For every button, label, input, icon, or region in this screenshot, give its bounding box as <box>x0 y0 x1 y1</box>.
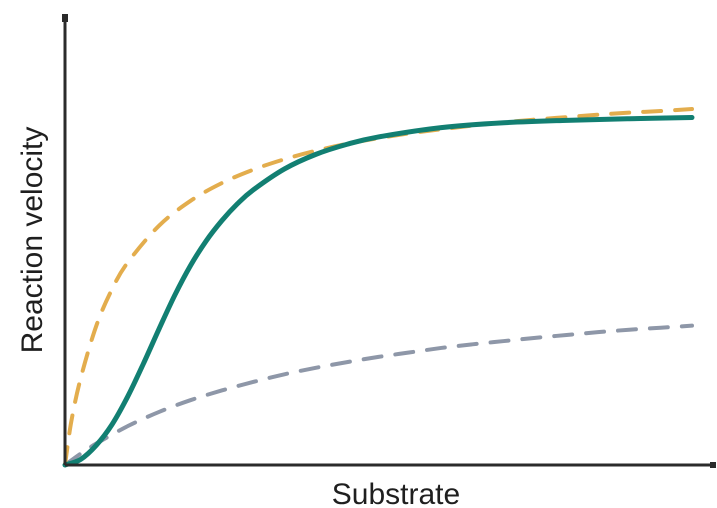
series-layer <box>62 107 695 468</box>
axes <box>62 14 716 468</box>
x-axis-label: Substrate <box>332 478 460 508</box>
y-axis-cap <box>62 14 68 22</box>
y-axis-label: Reaction velocity <box>16 127 49 354</box>
series-line-2-solid <box>62 115 695 468</box>
series-line-3-dashed <box>63 323 694 467</box>
x-axis-cap <box>710 462 716 468</box>
